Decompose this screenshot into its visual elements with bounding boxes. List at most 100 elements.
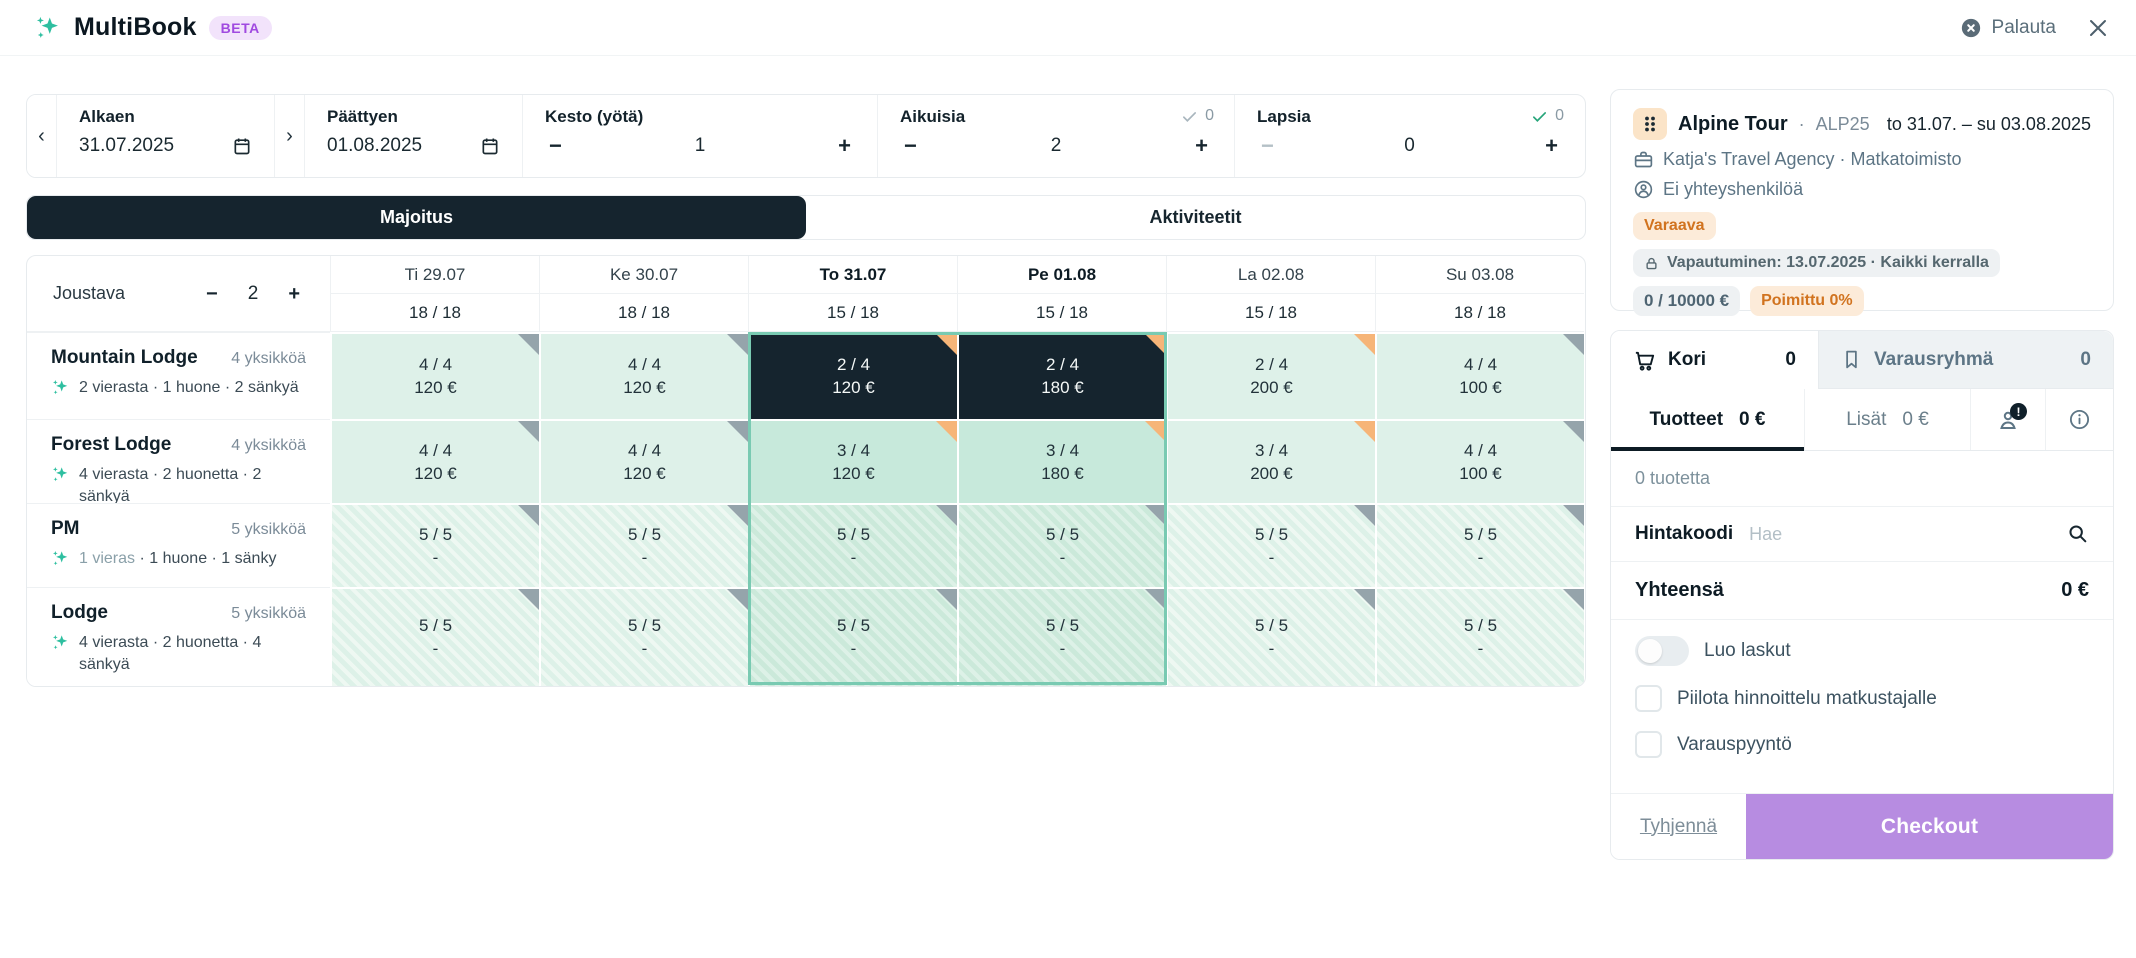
sparkle-icon (52, 379, 68, 395)
group-count: 0 (2080, 348, 2091, 370)
calendar-icon (232, 136, 252, 156)
adults-minus-button[interactable]: − (900, 135, 921, 157)
day-header-4[interactable]: Pe 01.08 (957, 256, 1166, 294)
availability-cell[interactable]: 5 / 5 - (330, 587, 539, 686)
availability-cell[interactable]: 4 / 4 120 € (539, 419, 748, 503)
create-invoices-option[interactable]: Luo laskut (1635, 636, 2089, 666)
agency-text: Katja's Travel Agency · Matkatoimisto (1663, 149, 1962, 169)
day-header-6[interactable]: Su 03.08 (1375, 256, 1584, 294)
next-day-button[interactable]: › (275, 95, 305, 177)
day-header-2[interactable]: Ke 30.07 (539, 256, 748, 294)
cart-empty-text: 0 tuotetta (1611, 451, 2113, 507)
flexible-plus-button[interactable]: + (284, 284, 304, 304)
tab-booking-group[interactable]: Varausryhmä 0 (1818, 331, 2113, 389)
availability-cell[interactable]: 5 / 5 - (957, 587, 1166, 686)
end-date-label: Päättyen (327, 107, 398, 126)
top-right-actions: Palauta (1960, 16, 2110, 40)
availability-cell[interactable]: 4 / 4 100 € (1375, 332, 1584, 419)
subtab-products[interactable]: Tuotteet 0 € (1611, 389, 1804, 451)
lock-icon (1646, 257, 1657, 269)
subtab-travelers[interactable]: ! (1970, 389, 2045, 450)
cell-price: 200 € (1250, 378, 1293, 397)
duration-section: Kesto (yötä) − 1 + (523, 95, 878, 177)
budget-badge: 0 / 10000 € (1633, 286, 1741, 316)
availability-cell[interactable]: 3 / 4 200 € (1166, 419, 1375, 503)
availability-cell[interactable]: 5 / 5 - (1166, 587, 1375, 686)
sparkle-logo-icon (34, 14, 62, 42)
search-icon[interactable] (2067, 523, 2089, 545)
duration-plus-button[interactable]: + (834, 135, 855, 157)
cell-availability: 4 / 4 (627, 355, 662, 374)
beta-badge: BETA (208, 15, 272, 40)
availability-cell[interactable]: 3 / 4 120 € (748, 419, 957, 503)
hide-pricing-option[interactable]: Piilota hinnoittelu matkustajalle (1635, 685, 2089, 712)
availability-cell[interactable]: 4 / 4 120 € (330, 332, 539, 419)
contact-line: Ei yhteyshenkilöä (1633, 179, 2091, 200)
availability-cell[interactable]: 5 / 5 - (957, 503, 1166, 587)
prev-day-button[interactable]: ‹ (27, 95, 57, 177)
duration-minus-button[interactable]: − (545, 135, 566, 157)
day-header-1[interactable]: Ti 29.07 (330, 256, 539, 294)
availability-cell[interactable]: 5 / 5 - (539, 503, 748, 587)
children-minus-button[interactable]: − (1257, 135, 1278, 157)
check-icon (1183, 111, 1197, 122)
booking-request-option[interactable]: Varauspyyntö (1635, 731, 2089, 758)
availability-cell[interactable]: 5 / 5 - (748, 503, 957, 587)
subtab-info[interactable] (2045, 389, 2113, 450)
availability-cell[interactable]: 5 / 5 - (1375, 587, 1584, 686)
availability-cell[interactable]: 4 / 4 100 € (1375, 419, 1584, 503)
flexible-minus-button[interactable]: − (202, 284, 222, 304)
tab-activities[interactable]: Aktiviteetit (806, 196, 1585, 239)
day-header-3[interactable]: To 31.07 (748, 256, 957, 294)
cell-price: - (1477, 547, 1484, 567)
cell-availability: 5 / 5 (418, 616, 453, 635)
room-detail-part: · 1 huone · 1 sänky (135, 550, 277, 567)
tour-code-separator: · (1798, 113, 1805, 134)
close-icon[interactable] (2086, 16, 2110, 40)
price-code-input[interactable] (1749, 523, 2067, 545)
cell-availability: 5 / 5 (1254, 524, 1289, 544)
start-date-field[interactable]: 31.07.2025 (79, 135, 252, 157)
availability-cell[interactable]: 2 / 4 120 € (748, 332, 957, 419)
circle-x-icon (1960, 17, 1982, 39)
availability-cell[interactable]: 5 / 5 - (748, 587, 957, 686)
cell-availability: 4 / 4 (627, 440, 662, 460)
booking-request-checkbox[interactable] (1635, 731, 1662, 758)
bookmark-icon (1846, 350, 1857, 369)
availability-cell[interactable]: 4 / 4 120 € (330, 419, 539, 503)
availability-cell[interactable]: 5 / 5 - (1375, 503, 1584, 587)
status-badge: Varaava (1633, 212, 1716, 240)
room-detail-part: · 1 huone · 2 sänkyä (148, 379, 299, 396)
view-tabs: Majoitus Aktiviteetit (26, 195, 1586, 240)
adults-plus-button[interactable]: + (1191, 135, 1212, 157)
availability-cell[interactable]: 3 / 4 180 € (957, 419, 1166, 503)
availability-cell[interactable]: 2 / 4 200 € (1166, 332, 1375, 419)
availability-cell[interactable]: 5 / 5 - (330, 503, 539, 587)
total-value: 0 € (2061, 579, 2089, 601)
availability-cell[interactable]: 4 / 4 120 € (539, 332, 748, 419)
clear-button[interactable]: Tyhjennä (1611, 794, 1746, 859)
hide-pricing-checkbox[interactable] (1635, 685, 1662, 712)
availability-cell[interactable]: 5 / 5 - (1166, 503, 1375, 587)
checkout-button[interactable]: Checkout (1746, 794, 2113, 859)
room-detail-part: · 2 huonetta · 2 sänkyä (79, 466, 262, 505)
tab-accommodation[interactable]: Majoitus (27, 196, 806, 239)
tab-cart[interactable]: Kori 0 (1611, 331, 1818, 389)
room-details-text: 4 vierasta · 2 huonetta · 4 sänkyä (79, 632, 306, 675)
day-header-5[interactable]: La 02.08 (1166, 256, 1375, 294)
create-invoices-toggle[interactable] (1635, 636, 1689, 666)
children-plus-button[interactable]: + (1541, 135, 1562, 157)
cell-price: - (1059, 547, 1066, 567)
end-date-value: 01.08.2025 (327, 135, 423, 156)
room-row-label: PM 5 yksikköä 1 vieras · 1 huone · 1 sänky (27, 503, 330, 587)
cell-availability: 4 / 4 (418, 355, 453, 374)
products-label: Tuotteet (1649, 408, 1724, 430)
start-date-value: 31.07.2025 (79, 135, 175, 156)
end-date-field[interactable]: 01.08.2025 (327, 135, 500, 157)
availability-cell[interactable]: 5 / 5 - (539, 587, 748, 686)
subtab-extras[interactable]: Lisät 0 € (1804, 389, 1970, 450)
cart-footer: Tyhjennä Checkout (1611, 793, 2113, 859)
reset-button[interactable]: Palauta (1960, 17, 2056, 39)
availability-cell[interactable]: 2 / 4 180 € (957, 332, 1166, 419)
release-text: Vapautuminen: 13.07.2025 · Kaikki kerral… (1667, 254, 1989, 271)
